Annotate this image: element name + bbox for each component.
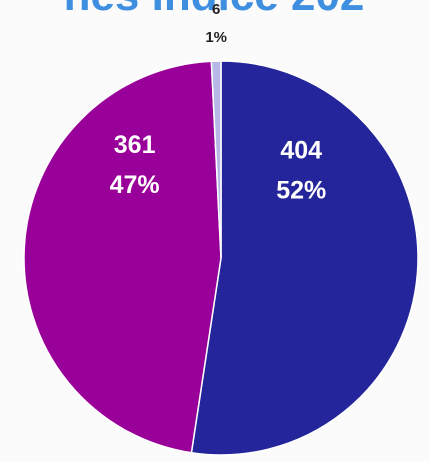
pie-slice bbox=[23, 60, 222, 454]
chart-title: nes Índice 202 bbox=[64, 0, 365, 20]
data-label: 6 bbox=[212, 1, 220, 18]
percent-label: 52% bbox=[276, 176, 326, 204]
pie-slice bbox=[190, 60, 419, 456]
data-label: 404 bbox=[280, 136, 322, 164]
percent-label: 1% bbox=[205, 29, 227, 46]
pie-slice bbox=[210, 60, 222, 259]
percent-label: 47% bbox=[110, 171, 160, 199]
data-label: 361 bbox=[114, 131, 156, 159]
